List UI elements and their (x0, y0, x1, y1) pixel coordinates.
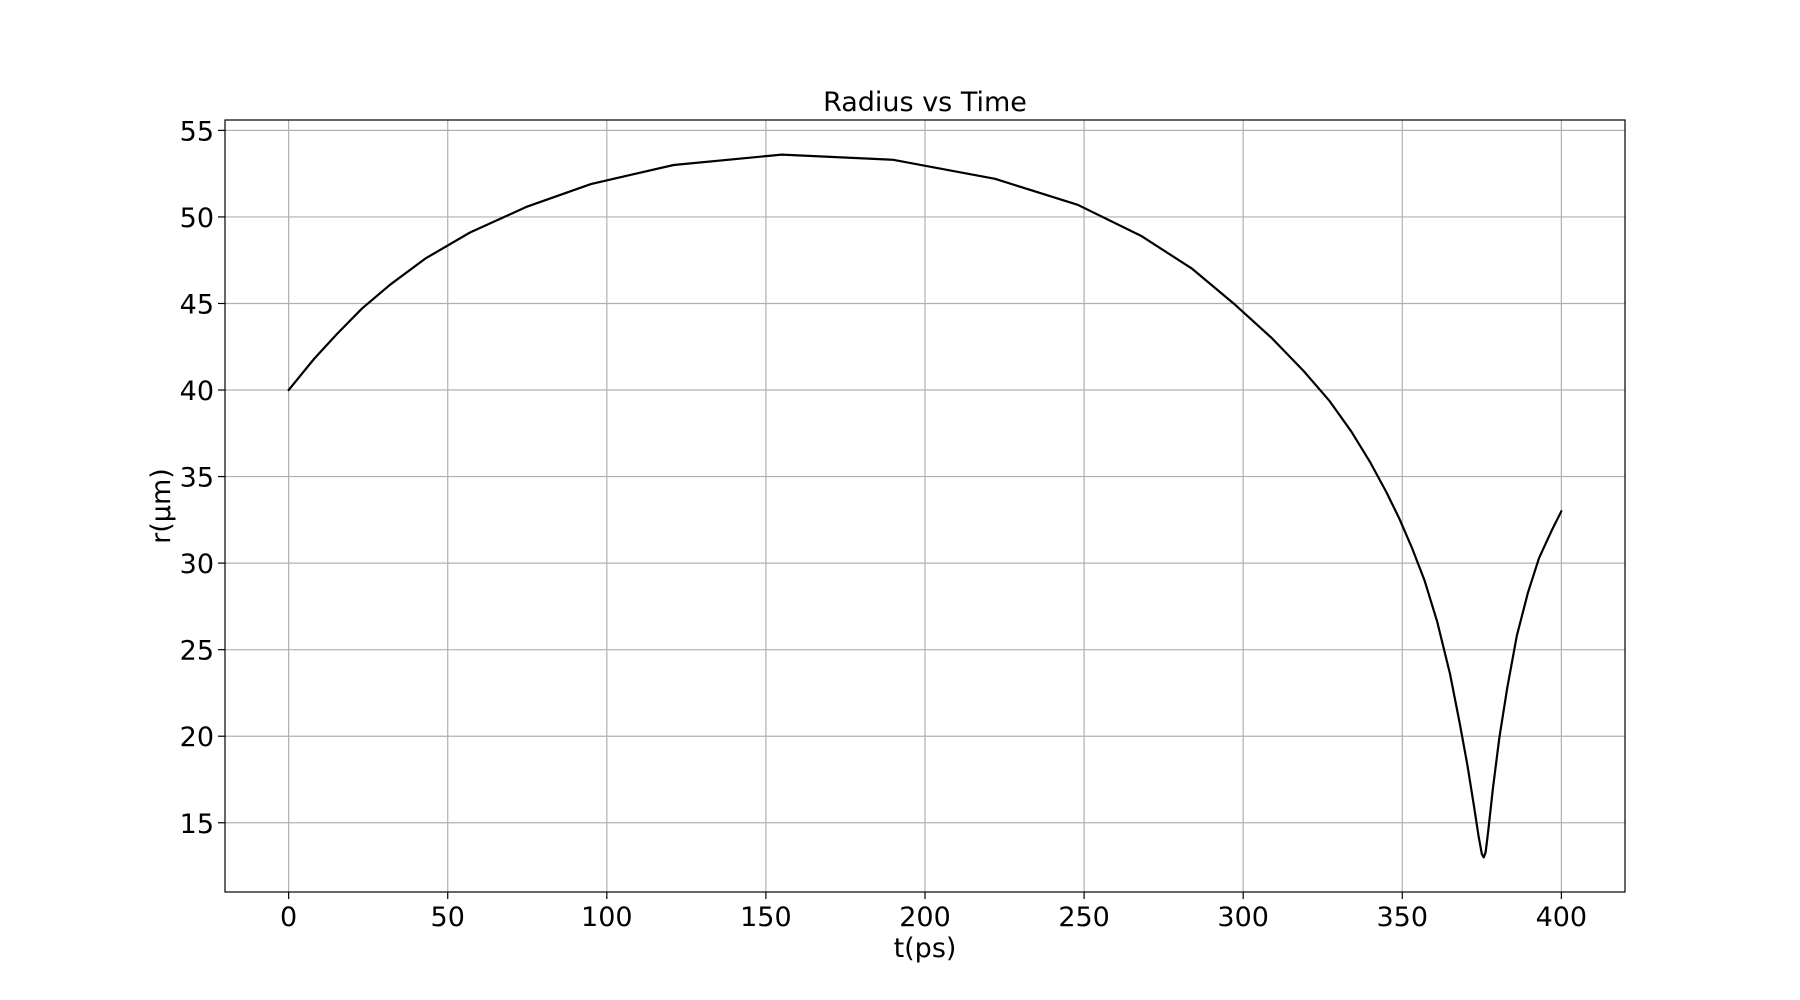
series-layer (287, 153, 1563, 859)
y-tick-label: 35 (180, 463, 214, 494)
y-axis-label: r(μm) (146, 468, 177, 544)
series-line (287, 153, 1563, 859)
x-tick-label: 50 (431, 902, 465, 933)
tick-layer: 0 50 100 150 200 250 300 350 400 15 20 25 30 35 40 45 50… (180, 116, 1587, 933)
y-tick-label: 55 (180, 116, 214, 147)
chart-title: Radius vs Time (823, 87, 1027, 118)
x-tick-label: 400 (1536, 902, 1588, 933)
y-tick-label: 20 (180, 722, 214, 753)
y-tick-label: 25 (180, 636, 214, 667)
x-tick-label: 200 (899, 902, 951, 933)
x-tick-label: 150 (740, 902, 792, 933)
x-tick-label: 300 (1217, 902, 1269, 933)
y-tick-label: 30 (180, 549, 214, 580)
x-tick-label: 100 (581, 902, 633, 933)
y-tick-label: 45 (180, 289, 214, 320)
x-tick-label: 350 (1376, 902, 1428, 933)
y-tick-label: 15 (180, 809, 214, 840)
x-tick-label: 0 (280, 902, 297, 933)
grid-layer (225, 120, 1625, 892)
x-axis-label: t(ps) (894, 933, 957, 964)
x-tick-label: 250 (1058, 902, 1110, 933)
y-tick-label: 40 (180, 376, 214, 407)
y-tick-label: 50 (180, 203, 214, 234)
